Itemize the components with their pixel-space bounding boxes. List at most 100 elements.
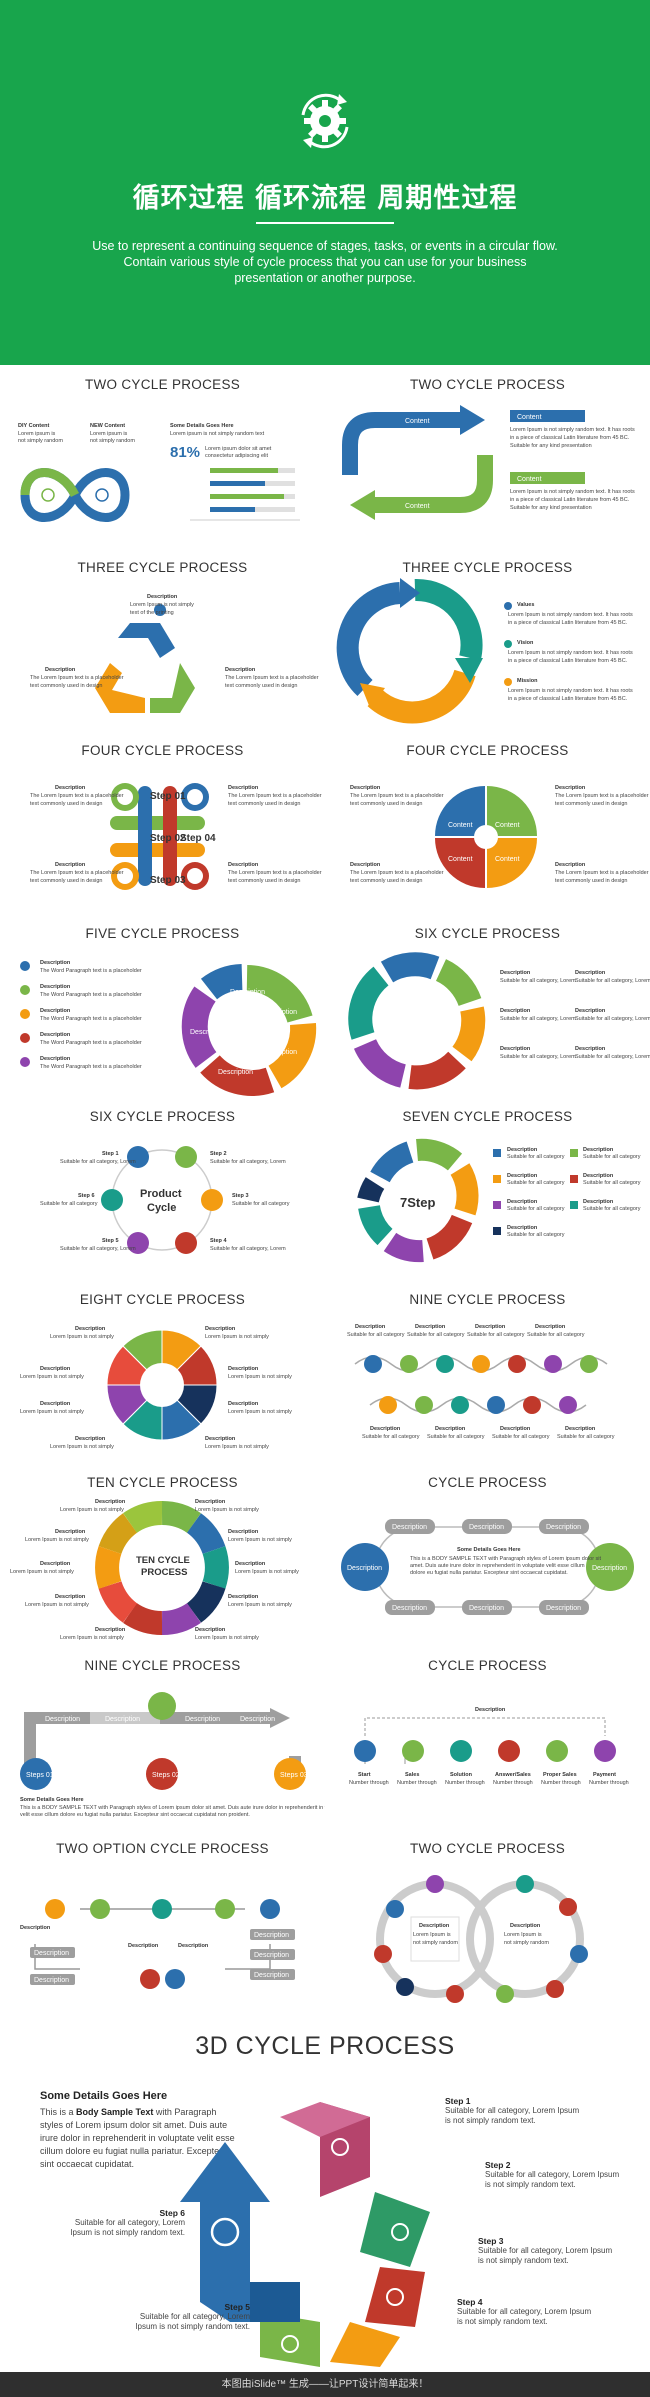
svg-text:Steps 03: Steps 03 [280,1772,308,1779]
svg-text:Step 2: Step 2 [210,1151,227,1157]
values-vision-mission-graphic: Values Vision Mission Values Lorem Ipsum… [336,578,633,724]
slide-ten-cycle[interactable]: TEN CYCLE PROCESS TEN CYCLE PROCESS Desc… [0,1463,325,1646]
svg-text:Suitable for all category, Lor: Suitable for all category, Lorem [575,978,650,984]
slide-seven-cycle[interactable]: SEVEN CYCLE PROCESS 7Step Description Sui… [325,1097,650,1280]
svg-text:Suitable for all category: Suitable for all category [40,1201,98,1207]
slide-five-cycle[interactable]: FIVE CYCLE PROCESS Description Descripti… [0,914,325,1097]
slide-two-cycle-infinity[interactable]: TWO CYCLE PROCESS DIY Content Lorem ipsu… [0,365,325,548]
six-segment-ring-graphic: Description Suitable for all category, Lo… [348,952,650,1090]
svg-text:TEN CYCLE: TEN CYCLE [136,1555,190,1566]
svg-text:Description: Description [555,862,586,868]
svg-text:text commonly used in design: text commonly used in design [30,801,102,807]
slide-four-cycle-steps[interactable]: FOUR CYCLE PROCESS Step 01 Step 02 Step … [0,731,325,914]
ten-segment-ring-graphic: TEN CYCLE PROCESS Description Lorem Ipsum… [10,1499,299,1641]
svg-text:Description: Description [546,1524,581,1531]
slide-two-option-cycle[interactable]: TWO OPTION CYCLE PROCESS Description Des… [0,1829,325,2012]
slide-title: THREE CYCLE PROCESS [77,560,248,575]
title-divider [256,222,394,224]
slide-three-cycle-recycle[interactable]: THREE CYCLE PROCESS Description Lorem Ip… [0,548,325,731]
svg-text:text of the printing: text of the printing [130,610,174,616]
svg-text:text commonly used in design: text commonly used in design [555,878,627,884]
slide-eight-cycle[interactable]: EIGHT CYCLE PROCESS Description Lorem Ips… [0,1280,325,1463]
center-label: 7Step [400,1195,435,1210]
svg-text:Description: Description [20,1925,51,1931]
svg-text:Solution: Solution [450,1772,473,1778]
svg-text:Description: Description [469,1524,504,1531]
svg-text:The Lorem Ipsum text is a plac: The Lorem Ipsum text is a placeholder [228,870,322,876]
svg-text:Description: Description [254,1952,289,1959]
svg-text:Description: Description [507,1173,538,1179]
svg-text:Description: Description [535,1324,566,1330]
svg-text:The Lorem Ipsum text is a plac: The Lorem Ipsum text is a placeholder [228,793,322,799]
svg-text:Lorem Ipsum is not simply: Lorem Ipsum is not simply [10,1569,74,1575]
svg-text:Description: Description [500,1008,531,1014]
svg-text:Description: Description [228,1401,259,1407]
slide-title: THREE CYCLE PROCESS [402,560,573,575]
svg-text:Description: Description [225,667,256,673]
cycle-label: Cycle [147,1202,176,1214]
slide-title: CYCLE PROCESS [428,1475,547,1490]
svg-text:Description: Description [40,1366,71,1372]
svg-text:Suitable for all category: Suitable for all category [557,1434,615,1440]
slide-two-cycle-rings[interactable]: TWO CYCLE PROCESS Description Lorem Ipsu… [325,1829,650,2012]
svg-text:Description: Description [178,1943,209,1949]
svg-text:Description: Description [507,1147,538,1153]
step-1-block: Step 1 Suitable for all category, Lorem I… [445,2096,580,2125]
3d-cycle-graphic [180,2102,430,2367]
hero-banner: 循环过程 循环流程 周期性过程 Use to represent a conti… [0,0,650,365]
slide-nine-cycle-chain[interactable]: NINE CYCLE PROCESS Description Suitable f… [325,1280,650,1463]
svg-text:Description: Description [419,1923,450,1929]
svg-text:in a piece of classical Latin: in a piece of classical Latin literature… [508,696,628,702]
svg-text:Description: Description [355,1324,386,1330]
svg-text:Suitable for all category: Suitable for all category [362,1434,420,1440]
slide-title: 3D CYCLE PROCESS [195,2032,455,2060]
arrow-label: Content [405,503,430,510]
slide-nine-cycle-arrows[interactable]: NINE CYCLE PROCESS Description Descripti… [0,1646,325,1829]
svg-text:Lorem Ipsum is: Lorem Ipsum is [504,1932,542,1938]
slide-title: TWO CYCLE PROCESS [409,1841,566,1856]
slide-six-cycle-ring[interactable]: SIX CYCLE PROCESS Description Suitable fo… [325,914,650,1097]
svg-text:Number through: Number through [349,1780,389,1786]
svg-text:Description: Description [75,1436,106,1442]
svg-text:Step 6: Step 6 [78,1193,95,1199]
svg-text:Step 5: Step 5 [102,1238,119,1244]
svg-text:Lorem Ipsum is not simply: Lorem Ipsum is not simply [20,1374,84,1380]
svg-text:Description: Description [254,1932,289,1939]
slide-four-cycle-quadrant[interactable]: FOUR CYCLE PROCESS Content Content Conte… [325,731,650,914]
svg-text:Lorem Ipsum is not simply: Lorem Ipsum is not simply [195,1507,259,1513]
svg-text:Description: Description [500,1046,531,1052]
slide-three-cycle-arrows[interactable]: THREE CYCLE PROCESS Values Vision Missio… [325,548,650,731]
svg-text:text commonly used in design: text commonly used in design [30,878,102,884]
slide-title: TWO OPTION CYCLE PROCESS [56,1841,269,1856]
svg-text:Description: Description [75,1326,106,1332]
svg-text:Step 02: Step 02 [150,833,186,844]
svg-text:Lorem Ipsum is not simply: Lorem Ipsum is not simply [228,1537,292,1543]
svg-text:Content: Content [517,414,542,421]
svg-text:Description: Description [469,1605,504,1612]
quadrant-circle-graphic: Content Content Content Content Descript… [350,785,649,888]
svg-text:Lorem Ipsum is not simply: Lorem Ipsum is not simply [60,1507,124,1513]
svg-text:DIY Content: DIY Content [18,423,50,429]
svg-text:Suitable for all category, Lor: Suitable for all category, Lorem [210,1246,286,1252]
svg-text:Content: Content [448,856,473,863]
slide-title: SIX CYCLE PROCESS [414,926,561,941]
svg-text:Answer/Sales: Answer/Sales [495,1772,531,1778]
svg-text:Description: Description [228,1366,259,1372]
svg-text:Description: Description [475,1324,506,1330]
svg-text:Content: Content [495,856,520,863]
svg-text:Number through: Number through [445,1780,485,1786]
svg-text:NEW Content: NEW Content [90,423,125,429]
slide-cycle-process-loop[interactable]: CYCLE PROCESS Description Description De… [325,1463,650,1646]
page-title: 循环过程 循环流程 周期性过程 [132,183,518,214]
values-label: Values [360,631,374,653]
svg-text:Description: Description [195,1499,226,1505]
svg-text:Description: Description [40,984,71,990]
svg-text:Description: Description [128,1943,159,1949]
slide-two-cycle-arrows[interactable]: TWO CYCLE PROCESS Content Content Conten… [325,365,650,548]
slide-cycle-process-row[interactable]: CYCLE PROCESS Start Number through Sales N… [325,1646,650,1829]
svg-text:Lorem Ipsum is not simply: Lorem Ipsum is not simply [235,1569,299,1575]
slide-3d-cycle[interactable]: 3D CYCLE PROCESS Some Details Goes Here … [0,2022,650,2372]
slide-six-cycle-product[interactable]: SIX CYCLE PROCESS Product Cycle Step 1 Su… [0,1097,325,1280]
cycle-gear-icon [301,93,349,149]
svg-text:Description: Description [475,1707,506,1713]
